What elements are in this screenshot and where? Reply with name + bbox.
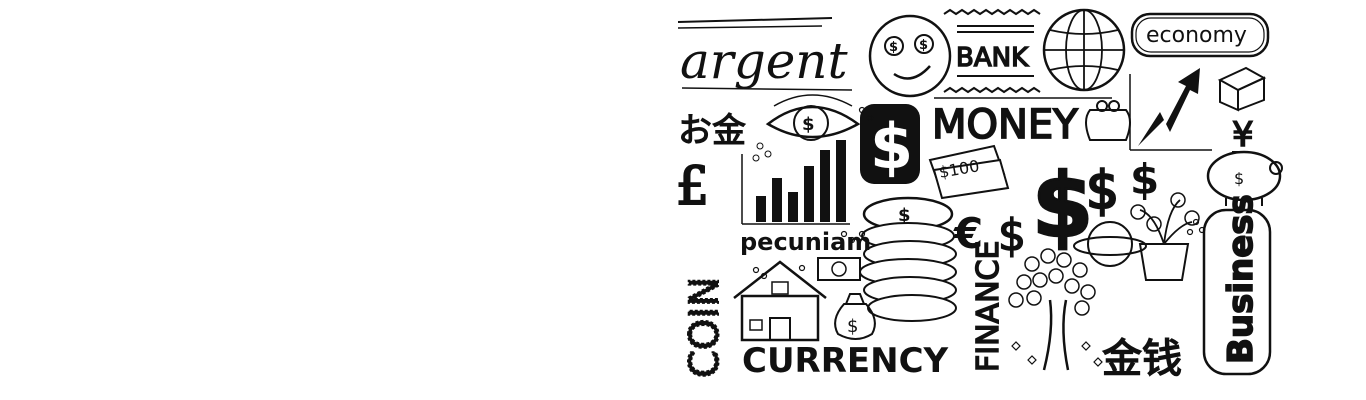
money-tree-icon [1008, 248, 1103, 371]
house-icon [733, 260, 827, 342]
coin-word: COIN [681, 276, 729, 379]
money-doodle-illustration: argent $ $ BANK economy お金 [672, 0, 1292, 392]
svg-text:$: $ [1234, 169, 1244, 188]
bank-word: BANK [943, 8, 1041, 94]
svg-text:$: $ [898, 205, 911, 226]
svg-text:お金: お金 [678, 111, 746, 151]
svg-text:pecuniam: pecuniam [740, 228, 871, 256]
svg-text:$: $ [1130, 155, 1159, 204]
svg-text:Business: Business [1221, 194, 1261, 364]
box-icon [1217, 66, 1267, 112]
banknotes-icon: $100 [928, 144, 1010, 200]
yen-symbol: ¥ [1231, 114, 1254, 156]
globe-icon [1042, 8, 1126, 92]
svg-text:€: € [953, 209, 983, 258]
jinqian-word: 金钱 [1101, 335, 1183, 383]
svg-text:economy: economy [1146, 23, 1247, 48]
svg-text:$: $ [802, 114, 815, 135]
small-banknote-icon [817, 257, 861, 281]
dollar-block-icon: $ [860, 104, 920, 184]
svg-text:CURRENCY: CURRENCY [742, 341, 949, 381]
svg-text:MONEY: MONEY [932, 102, 1078, 148]
okane-word: お金 [677, 110, 746, 151]
planet-icon [1073, 221, 1147, 267]
svg-text:argent: argent [680, 32, 849, 90]
potted-plant-icon [1130, 192, 1200, 281]
svg-text:$: $ [919, 38, 928, 53]
business-badge: Business [1202, 193, 1272, 376]
piggy-bank-icon: $ [1206, 150, 1283, 206]
svg-text:FINANCE: FINANCE [971, 241, 1006, 372]
eye-icon: $ [752, 94, 861, 162]
bar-chart-icon [741, 140, 850, 225]
svg-text:$: $ [1086, 161, 1119, 221]
argent-word: argent [677, 17, 853, 91]
pound-symbol: £ [675, 156, 710, 218]
svg-text:$: $ [847, 316, 858, 337]
pecuniam-word: pecuniam [740, 228, 871, 256]
euro-symbol: € $ [953, 209, 1027, 262]
money-word: MONEY [931, 97, 1112, 149]
rising-arrow-icon [1129, 68, 1212, 151]
svg-text:¥: ¥ [1232, 115, 1254, 155]
finance-word: FINANCE [970, 240, 1007, 373]
smiley-icon: $ $ [868, 14, 952, 98]
svg-text:$: $ [889, 40, 898, 55]
svg-text:金钱: 金钱 [1102, 336, 1182, 382]
blank-area [0, 0, 672, 400]
svg-text:$: $ [998, 210, 1026, 261]
svg-text:BANK: BANK [956, 43, 1029, 73]
economy-badge: economy [1130, 12, 1270, 58]
currency-word: CURRENCY [742, 341, 949, 381]
svg-text:£: £ [676, 157, 709, 217]
svg-text:$: $ [870, 110, 913, 183]
svg-text:$: $ [1032, 154, 1093, 257]
coin-stack-icon: $ [859, 196, 957, 322]
svg-text:COIN: COIN [682, 277, 728, 378]
decorative-dots [752, 106, 1206, 280]
money-bag-icon: $ [834, 293, 876, 340]
purse-icon [1085, 100, 1131, 141]
